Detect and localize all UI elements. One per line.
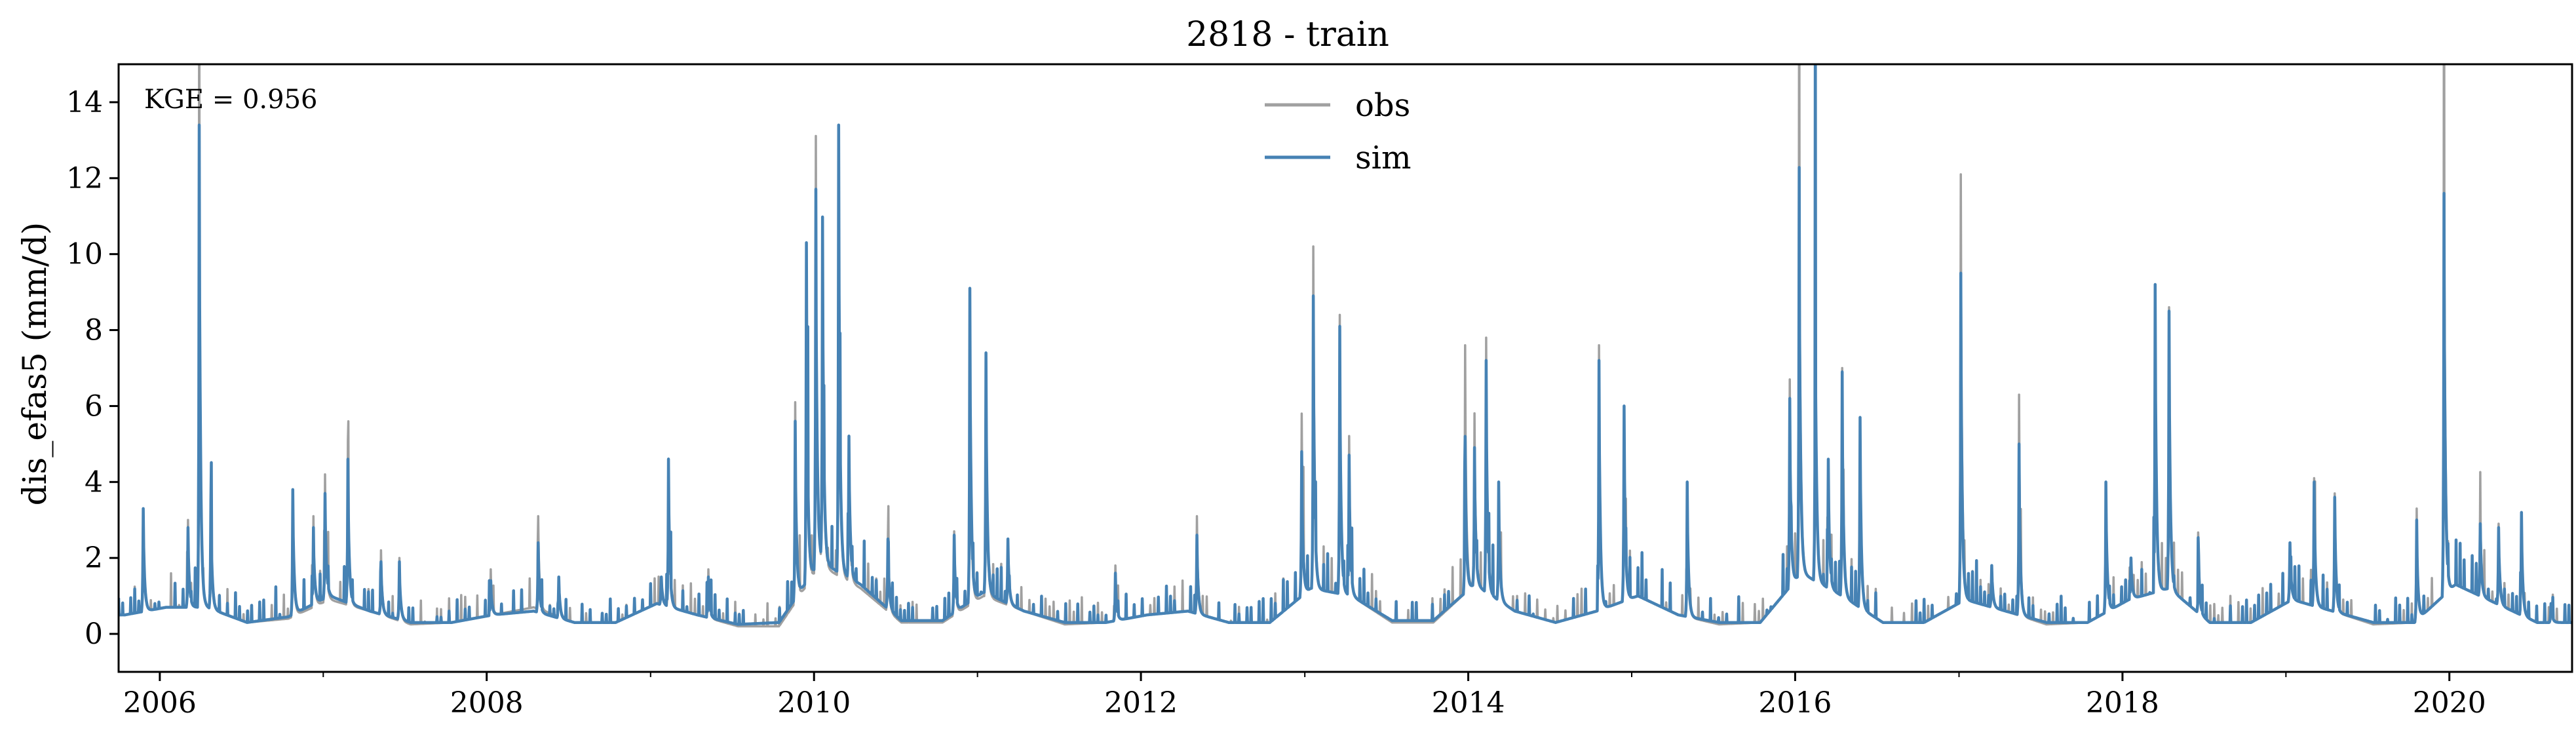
x-tick-label: 2018	[2086, 686, 2159, 720]
x-tick-label: 2014	[1432, 686, 1505, 720]
x-tick-label: 2016	[1758, 686, 1832, 720]
y-tick-label: 8	[85, 314, 103, 347]
y-tick-label: 4	[85, 465, 103, 499]
y-tick-label: 10	[66, 238, 103, 271]
y-tick-label: 14	[66, 86, 103, 119]
y-tick-label: 12	[66, 162, 103, 195]
x-tick-label: 2008	[450, 686, 524, 720]
chart-title: 2818 - train	[1186, 15, 1389, 54]
series-line-sim	[119, 64, 2572, 626]
x-tick-label: 2010	[777, 686, 851, 720]
legend-label-obs: obs	[1355, 87, 1410, 124]
legend: obs sim	[1265, 87, 1412, 176]
series-layer	[119, 64, 2572, 628]
plot-frame	[117, 63, 2573, 673]
x-tick-label: 2020	[2413, 686, 2486, 720]
y-tick-label: 6	[85, 389, 103, 423]
plot-area	[117, 63, 2573, 673]
kge-annotation: KGE = 0.956	[144, 85, 318, 115]
legend-label-sim: sim	[1355, 140, 1412, 176]
x-axis: 2006 2008 2010 2012 2014 2016 2018 2020	[123, 672, 2486, 720]
y-axis-label: dis_efas5 (mm/d)	[16, 222, 54, 506]
y-tick-label: 0	[85, 617, 103, 651]
y-tick-label: 2	[85, 541, 103, 575]
x-tick-label: 2012	[1104, 686, 1178, 720]
y-axis: 0 2 4 6 8 10 12 14	[66, 86, 119, 651]
x-tick-label: 2006	[123, 686, 197, 720]
